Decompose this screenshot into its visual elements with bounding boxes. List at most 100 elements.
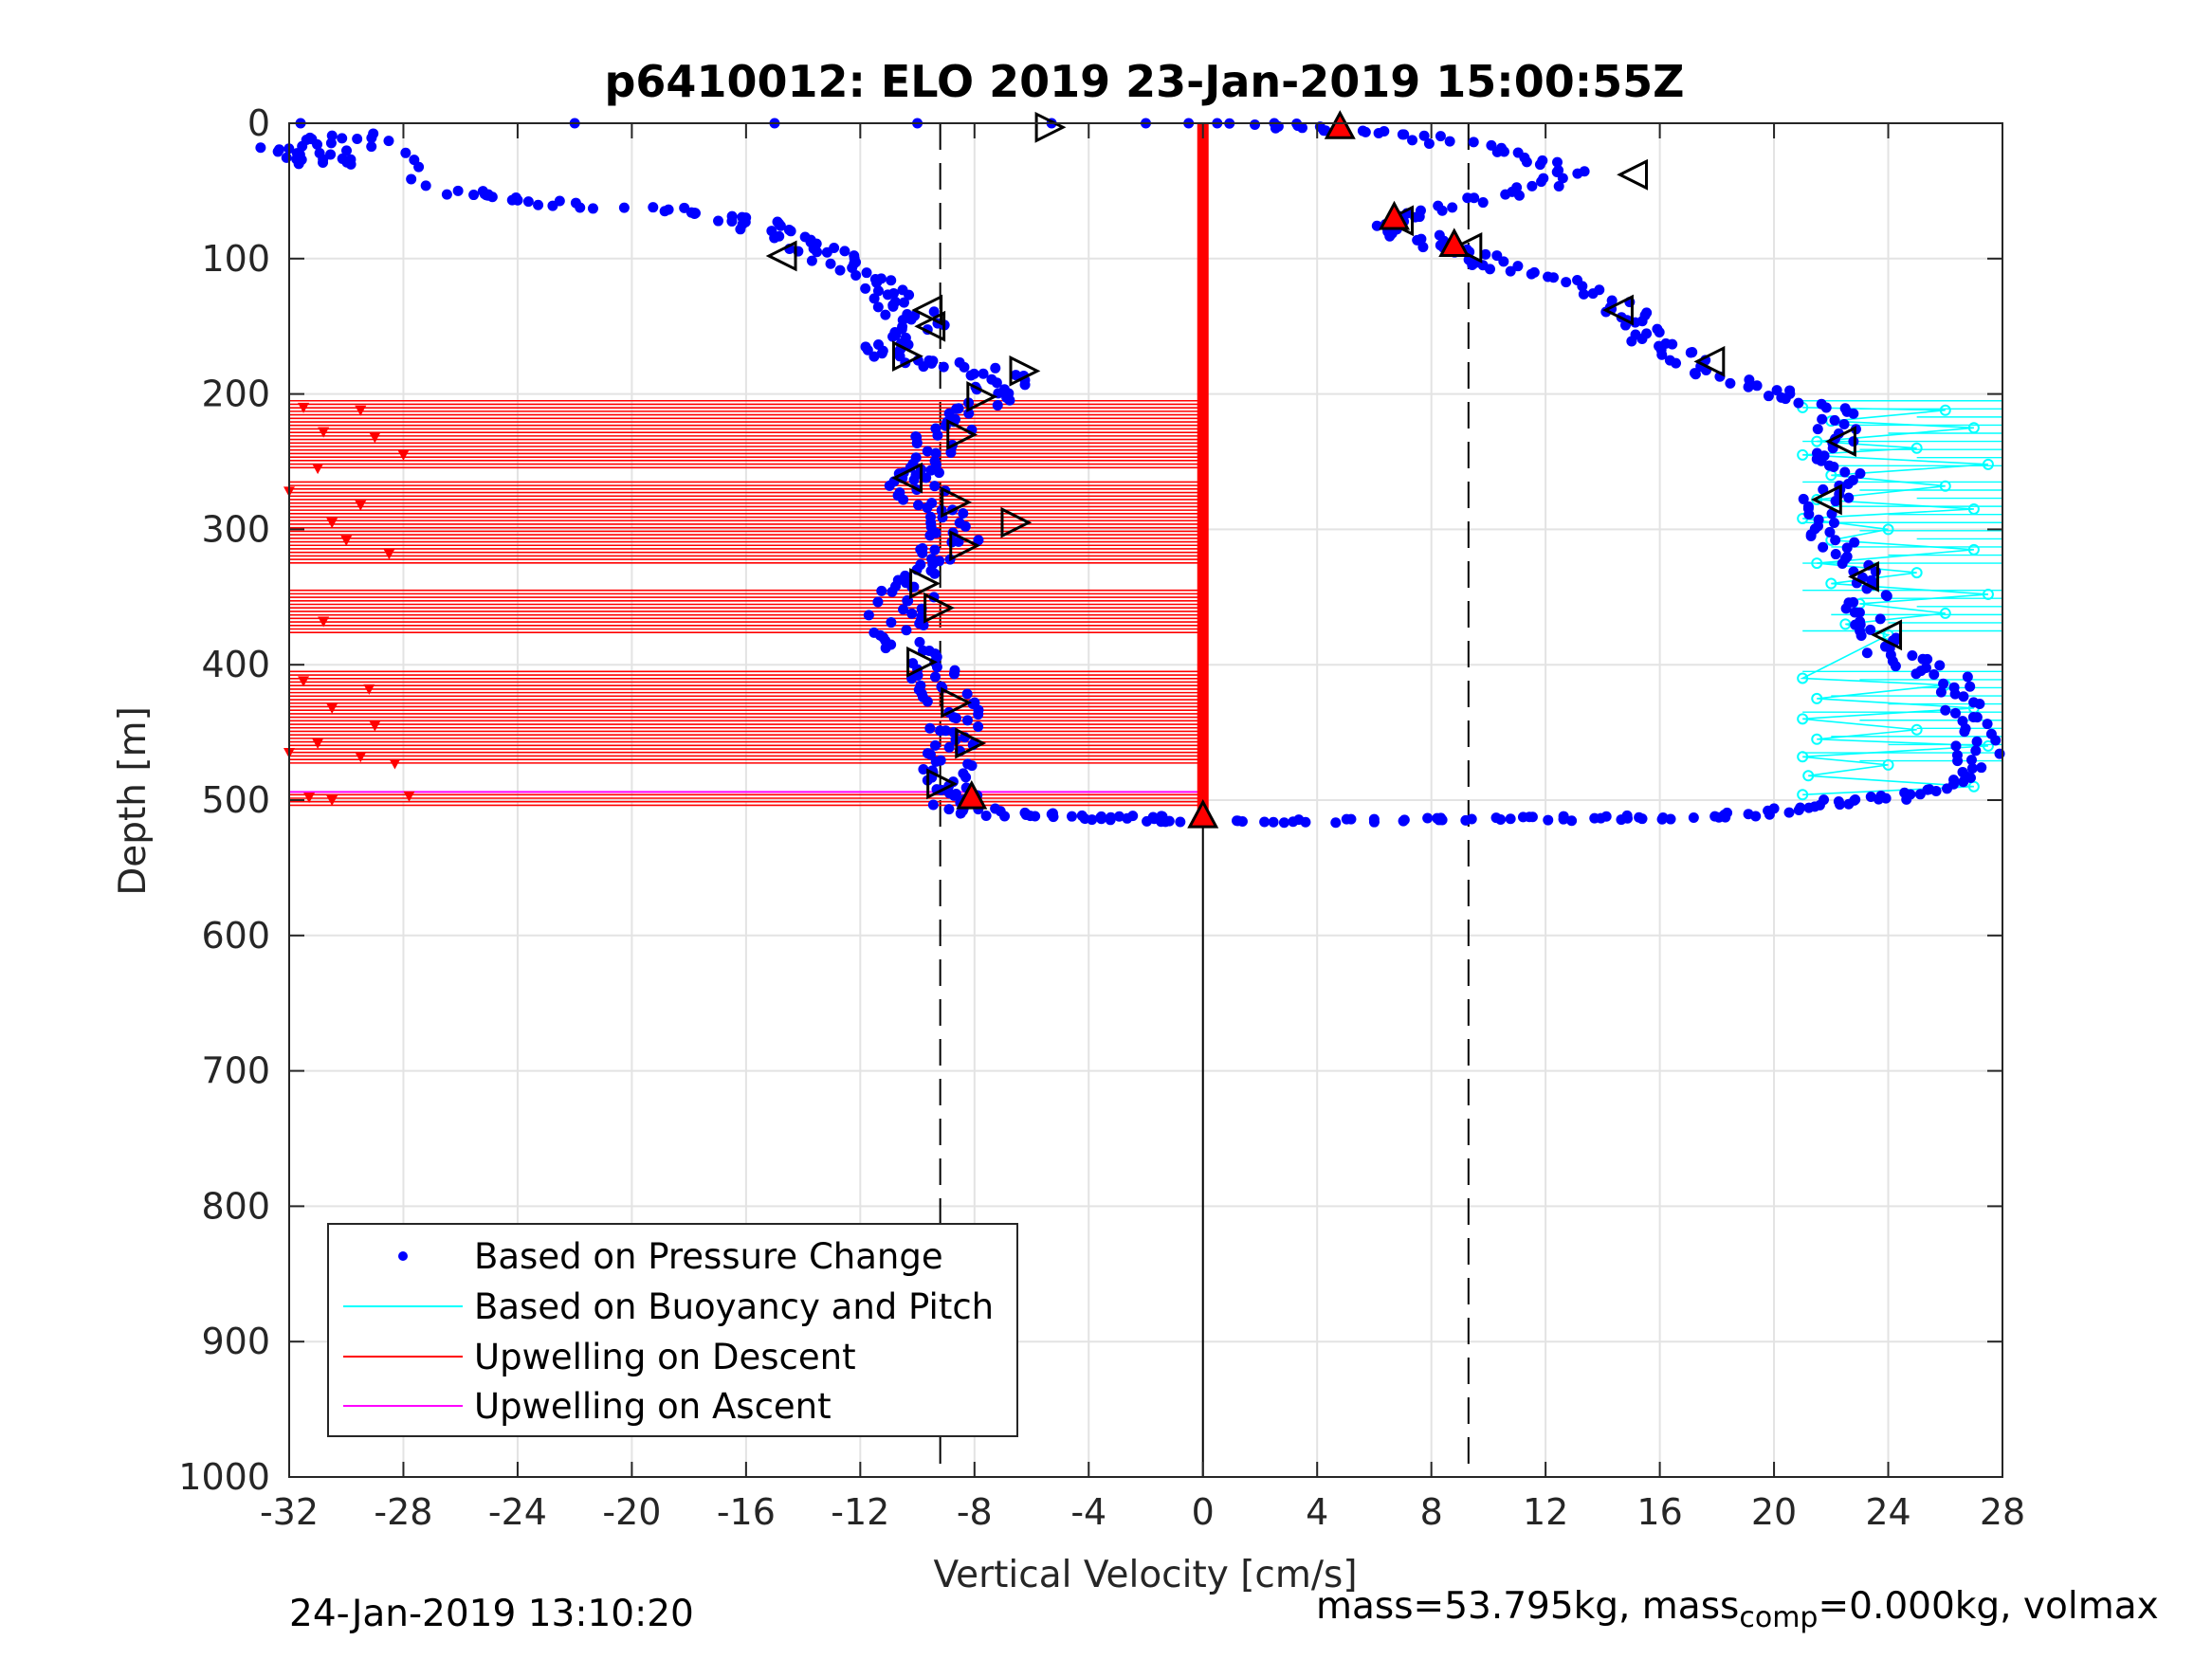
pressure-change-point (948, 668, 960, 680)
x-tick-label: -12 (831, 1491, 889, 1533)
pressure-change-point (486, 191, 498, 203)
pressure-change-point (1579, 166, 1590, 177)
legend-label-pressure: Based on Pressure Change (474, 1236, 943, 1277)
pressure-change-point (1423, 138, 1435, 150)
y-axis-label: Depth [m] (112, 706, 155, 896)
pressure-change-point (973, 535, 984, 546)
pressure-change-point (1875, 791, 1887, 802)
pressure-change-point (1855, 616, 1866, 628)
pressure-change-point (1462, 192, 1473, 204)
x-tick-label: -16 (717, 1491, 776, 1533)
pressure-change-point (1512, 147, 1524, 158)
pressure-change-point (961, 715, 973, 726)
pressure-change-point (992, 400, 1003, 411)
pressure-change-point (926, 357, 938, 369)
pressure-change-point (978, 368, 989, 379)
pressure-change-point (1511, 182, 1523, 193)
open-triangle-marker (1617, 158, 1648, 191)
pressure-change-point (922, 502, 933, 514)
buoyancy-pitch-point (1797, 751, 1809, 763)
pressure-change-point (914, 636, 925, 647)
open-triangle-marker (1009, 355, 1041, 387)
pressure-change-point (1929, 668, 1940, 680)
pressure-change-point (1250, 118, 1261, 130)
pressure-change-point (862, 344, 873, 356)
pressure-change-point (960, 772, 972, 783)
pressure-change-point (1784, 385, 1796, 396)
pressure-change-point (922, 446, 933, 457)
pressure-change-point (345, 154, 356, 165)
upwelling-descent-marker (355, 405, 367, 416)
pressure-change-point (400, 147, 411, 158)
pressure-change-point (1802, 501, 1814, 512)
open-triangle-marker (949, 530, 981, 561)
pressure-change-point (1368, 816, 1380, 828)
pressure-change-point (1812, 424, 1823, 435)
pressure-change-point (950, 713, 961, 724)
pressure-change-point (1468, 137, 1479, 148)
upwelling-descent-marker (318, 616, 330, 628)
pressure-change-point (1665, 813, 1676, 825)
legend-label-descent: Upwelling on Descent (474, 1337, 856, 1377)
pressure-change-point (973, 709, 984, 720)
pressure-change-point (1656, 813, 1668, 825)
buoyancy-pitch-point (1982, 588, 1994, 600)
y-tick-label: 600 (201, 915, 270, 957)
pressure-change-point (1865, 624, 1876, 635)
legend-label-ascent: Upwelling on Ascent (474, 1386, 832, 1427)
pressure-change-point (337, 133, 348, 144)
pressure-change-point (1667, 338, 1678, 350)
pressure-change-point (1935, 686, 1947, 698)
pressure-change-point (890, 330, 902, 341)
pressure-change-point (1490, 812, 1502, 824)
buoyancy-pitch-point (1811, 733, 1823, 745)
pressure-change-point (468, 190, 480, 201)
pressure-change-point (281, 152, 292, 163)
pressure-change-point (1854, 607, 1865, 618)
pressure-change-point (1965, 681, 1976, 692)
y-tick-label: 400 (201, 644, 270, 685)
pressure-change-point (1357, 125, 1368, 137)
open-triangle-marker (909, 568, 941, 599)
pressure-change-point (1594, 284, 1605, 296)
pressure-change-point (1976, 762, 1987, 774)
pressure-change-point (1841, 542, 1853, 554)
legend: Based on Pressure Change Based on Buoyan… (327, 1223, 1018, 1437)
pressure-change-point (943, 741, 955, 753)
pressure-change-point (1848, 596, 1859, 608)
pressure-change-point (575, 202, 586, 213)
pressure-change-point (510, 191, 521, 203)
pressure-change-point (1813, 514, 1824, 525)
pressure-change-point (839, 246, 850, 257)
pressure-change-point (872, 301, 884, 313)
pressure-change-point (255, 142, 266, 154)
pressure-change-point (1839, 466, 1851, 478)
pressure-change-point (420, 180, 431, 191)
pressure-change-point (1067, 811, 1078, 822)
pressure-change-point (863, 610, 874, 621)
open-triangle-marker (914, 310, 946, 342)
pressure-change-point (930, 447, 941, 459)
pressure-change-point (1486, 139, 1497, 151)
pressure-change-point (1477, 260, 1489, 271)
pressure-change-point (1830, 549, 1841, 560)
red-triangle-marker (956, 779, 988, 810)
pressure-change-point (958, 508, 969, 520)
upwelling-descent-marker (403, 791, 415, 802)
pressure-change-point (1087, 814, 1098, 826)
buoyancy-pitch-point (1967, 543, 1980, 556)
pressure-change-point (925, 465, 937, 476)
pressure-change-point (1970, 745, 1982, 757)
pressure-change-point (1830, 535, 1841, 546)
pressure-change-point (1818, 541, 1829, 553)
pressure-change-point (966, 760, 978, 772)
pressure-change-point (769, 232, 780, 244)
data-marks (255, 110, 2005, 829)
pressure-change-point (948, 790, 960, 801)
upwelling-descent-marker (312, 464, 324, 475)
upwelling-descent-marker (303, 793, 316, 804)
pressure-change-point (1811, 447, 1822, 459)
pressure-change-point (689, 208, 701, 219)
pressure-change-point (1917, 653, 1929, 665)
pressure-change-point (913, 500, 924, 511)
